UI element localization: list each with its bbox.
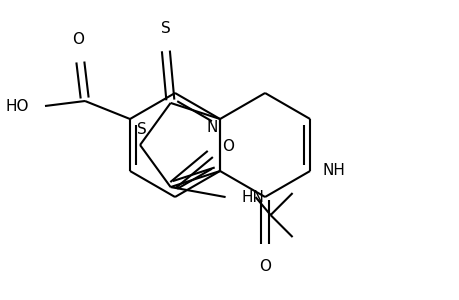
- Text: O: O: [72, 32, 84, 47]
- Text: S: S: [160, 21, 170, 36]
- Text: O: O: [222, 139, 234, 154]
- Text: N: N: [206, 119, 217, 134]
- Text: HO: HO: [6, 98, 29, 113]
- Text: O: O: [258, 259, 270, 274]
- Text: NH: NH: [321, 164, 344, 178]
- Text: HN: HN: [241, 190, 264, 205]
- Text: S: S: [137, 122, 146, 137]
